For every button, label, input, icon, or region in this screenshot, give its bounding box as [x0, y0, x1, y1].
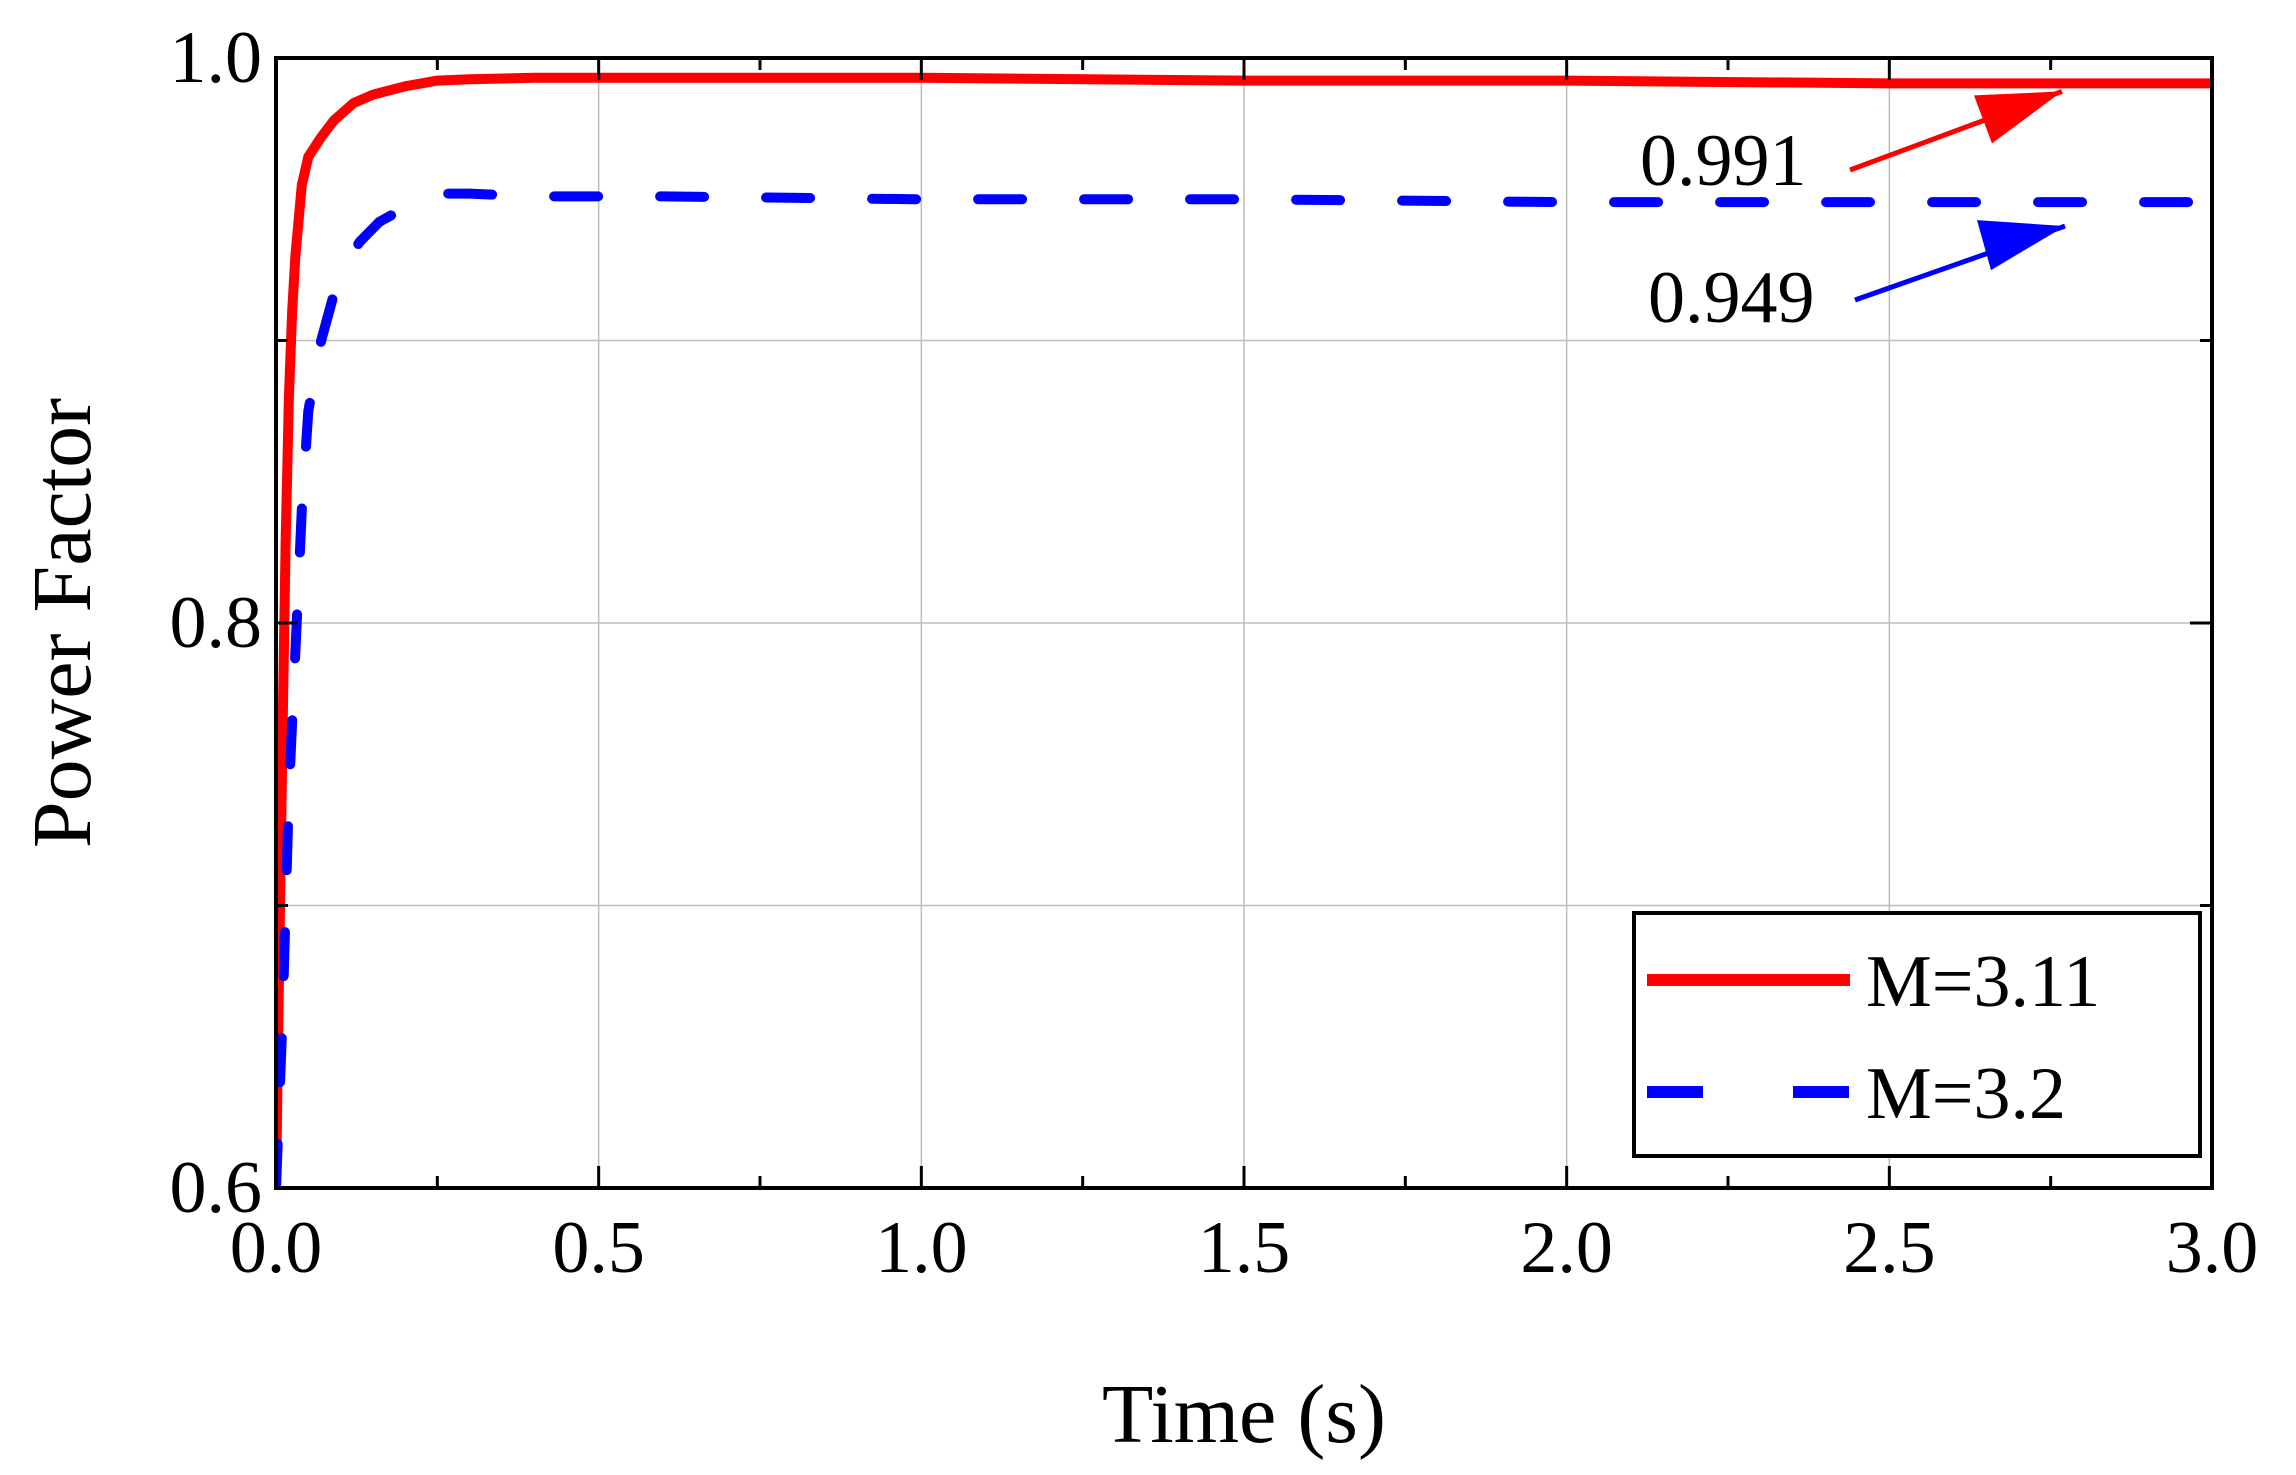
y-tick-labels: 0.6 0.8 1.0: [170, 17, 263, 1229]
annotation-arrowhead-0949: [1977, 220, 2065, 271]
series-layer: [276, 72, 2212, 1188]
x-tick-label: 3.0: [2166, 1207, 2259, 1289]
plot-frame: [274, 56, 2214, 1190]
legend-label-m32: M=3.2: [1866, 1053, 2066, 1135]
x-tick-label: 0.5: [552, 1207, 645, 1289]
series-line-1: [276, 188, 2212, 1188]
series-line-0: [276, 72, 2212, 1188]
legend-label-m311: M=3.11: [1866, 941, 2100, 1023]
y-tick-label: 0.6: [170, 1147, 263, 1229]
legend: M=3.11 M=3.2: [1632, 911, 2202, 1158]
x-axis-title: Time (s): [1102, 1368, 1386, 1461]
y-tick-label: 0.8: [170, 582, 263, 664]
y-axis-title: Power Factor: [16, 398, 109, 848]
x-tick-label: 1.5: [1198, 1207, 1291, 1289]
x-tick-label: 1.0: [875, 1207, 968, 1289]
x-tick-labels: 0.0 0.5 1.0 1.5 2.0 2.5 3.0: [230, 1207, 2259, 1289]
annotation-label-0949: 0.949: [1648, 257, 1815, 339]
x-tick-label: 2.5: [1843, 1207, 1936, 1289]
annotation-label-0991: 0.991: [1640, 120, 1807, 202]
grid-lines: [276, 58, 2212, 1188]
x-tick-label: 0.0: [230, 1207, 323, 1289]
x-tick-label: 2.0: [1520, 1207, 1613, 1289]
y-tick-label: 1.0: [170, 17, 263, 99]
legend-box: [1632, 911, 2202, 1158]
annotation-arrowhead-0991: [1974, 91, 2062, 144]
annotations: 0.991 0.949: [1640, 89, 2066, 339]
